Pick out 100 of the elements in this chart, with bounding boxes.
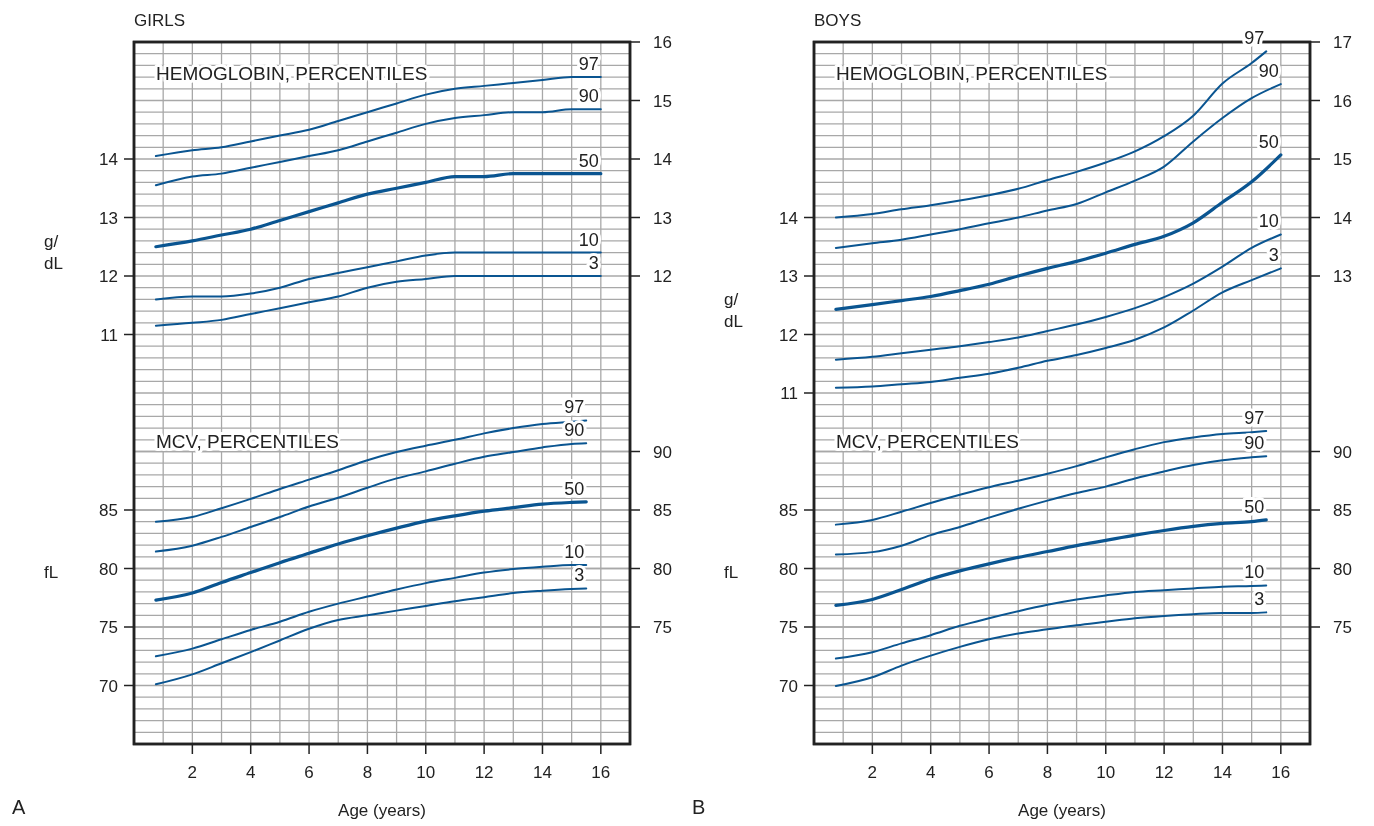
series-label: 3 xyxy=(1268,245,1279,266)
y2-tick-label: 75 xyxy=(653,618,672,637)
y-tick-label: 80 xyxy=(99,559,118,579)
y2-tick-label: 85 xyxy=(653,501,672,520)
x-tick-label: 10 xyxy=(1096,763,1116,782)
series-label: 97 xyxy=(564,397,585,418)
x-tick-label: 12 xyxy=(1154,763,1174,782)
series-label: 97 xyxy=(1244,408,1265,429)
y-tick-label: 14 xyxy=(99,150,118,169)
y2-tick-label: 16 xyxy=(653,33,672,52)
y2-tick-label: 85 xyxy=(1333,501,1352,520)
y2-tick-label: 13 xyxy=(653,208,672,228)
series-label: 50 xyxy=(1244,496,1265,517)
y-tick-label: 70 xyxy=(779,676,798,696)
series-label: 3 xyxy=(1254,589,1265,610)
y-axis-title: fL xyxy=(44,562,59,582)
y2-tick-label: 13 xyxy=(1333,267,1352,286)
line-series xyxy=(154,275,602,327)
x-tick-label: 6 xyxy=(304,763,314,782)
y-tick-label: 12 xyxy=(99,267,118,286)
y-tick-label: 11 xyxy=(780,384,798,403)
x-tick-label: 8 xyxy=(362,763,373,782)
x-tick-label: 2 xyxy=(867,763,878,782)
chart-title: GIRLS xyxy=(134,11,186,30)
line-series xyxy=(834,153,1283,311)
x-tick-label: 10 xyxy=(416,763,436,782)
x-tick-label: 16 xyxy=(1271,763,1291,782)
y-tick-label: 75 xyxy=(99,618,118,637)
line-series xyxy=(834,455,1268,556)
line-series xyxy=(834,584,1268,660)
y2-tick-label: 17 xyxy=(1333,33,1352,52)
line-series xyxy=(154,563,588,658)
text: MCV, PERCENTILES xyxy=(156,430,340,452)
x-tick-label: 14 xyxy=(533,763,552,782)
line-series xyxy=(834,430,1268,526)
line-series xyxy=(154,251,602,301)
y-tick-label: 13 xyxy=(779,267,798,286)
x-tick-label: 12 xyxy=(474,763,494,782)
line-series xyxy=(154,587,588,686)
y-axis-title: fL xyxy=(724,562,739,582)
x-tick-label: 6 xyxy=(984,763,994,782)
series-label: 10 xyxy=(578,229,599,250)
series-label: 10 xyxy=(1244,562,1265,583)
series-label: 97 xyxy=(578,54,599,75)
y2-tick-label: 15 xyxy=(653,91,672,111)
y-tick-label: 85 xyxy=(99,501,118,520)
y2-tick-label: 90 xyxy=(1333,442,1352,462)
series-label: 90 xyxy=(564,420,585,441)
series-label: 90 xyxy=(1258,61,1279,82)
line-series xyxy=(834,518,1268,607)
series-label: 10 xyxy=(1258,211,1279,232)
y-tick-label: 13 xyxy=(99,208,118,228)
y-tick-label: 80 xyxy=(779,559,798,579)
y-tick-label: 85 xyxy=(779,501,798,520)
line-series xyxy=(154,108,602,187)
y2-tick-label: 16 xyxy=(1333,91,1352,111)
series-label: 90 xyxy=(1244,433,1265,454)
text: B xyxy=(692,796,706,818)
y-tick-label: 11 xyxy=(100,325,118,345)
y-axis-title: g/ dL xyxy=(724,290,743,332)
series-label: 90 xyxy=(578,86,599,107)
text: A xyxy=(12,796,26,818)
series-label: 50 xyxy=(1258,131,1279,152)
x-tick-label: 4 xyxy=(245,763,256,782)
line-series xyxy=(834,233,1282,361)
x-axis-title: Age (years) xyxy=(338,801,426,820)
x-tick-label: 16 xyxy=(591,763,611,782)
x-axis-title: Age (years) xyxy=(1018,801,1106,820)
series-label: 50 xyxy=(564,478,585,499)
chart-title: BOYS xyxy=(814,11,862,30)
line-series xyxy=(154,500,588,602)
series-label: 3 xyxy=(588,253,599,273)
y-tick-label: 75 xyxy=(779,618,798,637)
y2-tick-label: 80 xyxy=(1333,559,1352,579)
y-tick-label: 12 xyxy=(779,325,798,345)
y2-tick-label: 15 xyxy=(1333,150,1352,169)
line-series xyxy=(154,172,603,249)
line-series xyxy=(154,419,588,523)
y-axis-title: g/ dL xyxy=(44,231,63,273)
series-label: 50 xyxy=(578,150,599,171)
series-label: 10 xyxy=(564,541,585,562)
y-tick-label: 70 xyxy=(99,676,118,696)
line-series xyxy=(834,83,1282,249)
y2-tick-label: 12 xyxy=(653,267,672,286)
y2-tick-label: 90 xyxy=(653,442,672,462)
text: HEMOGLOBIN, PERCENTILES xyxy=(836,63,1108,84)
y2-tick-label: 14 xyxy=(1333,208,1352,228)
text: HEMOGLOBIN, PERCENTILES xyxy=(156,63,428,84)
text: MCV, PERCENTILES xyxy=(836,430,1020,452)
y2-tick-label: 75 xyxy=(1333,618,1352,637)
x-tick-label: 14 xyxy=(1213,763,1232,782)
x-tick-label: 4 xyxy=(925,763,936,782)
x-tick-label: 8 xyxy=(1042,763,1053,782)
series-label: 3 xyxy=(574,565,585,586)
line-series xyxy=(834,611,1268,688)
y2-tick-label: 80 xyxy=(653,559,672,579)
y-tick-label: 14 xyxy=(779,208,798,228)
line-series xyxy=(834,267,1282,389)
y2-tick-label: 14 xyxy=(653,150,672,169)
x-tick-label: 2 xyxy=(187,763,198,782)
